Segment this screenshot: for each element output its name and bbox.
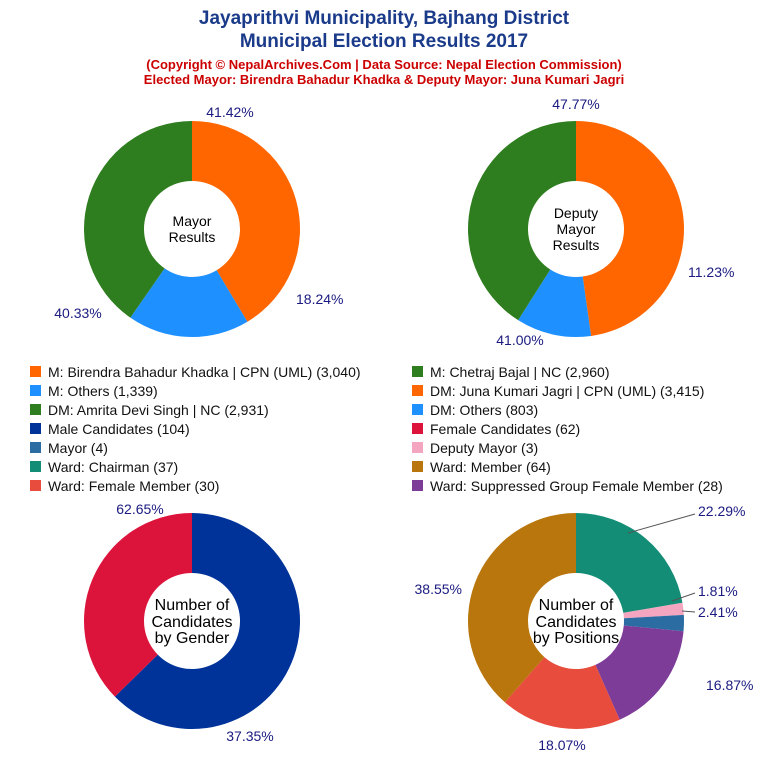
- legend-item: M: Others (1,339): [30, 382, 158, 399]
- legend-label: M: Others (1,339): [48, 382, 158, 399]
- donut-center-label: Number of: [155, 597, 230, 614]
- legend-swatch: [30, 404, 41, 415]
- donut-center-label: Results: [553, 237, 600, 253]
- copyright-note: (Copyright © NepalArchives.Com | Data So…: [146, 57, 622, 72]
- slice-percent-label: 11.23%: [688, 264, 734, 280]
- legend-item: DM: Juna Kumari Jagri | CPN (UML) (3,415…: [412, 382, 704, 399]
- pie-slice: [192, 121, 301, 322]
- chart-title-line1: Jayaprithvi Municipality, Bajhang Distri…: [198, 8, 570, 29]
- slice-percent-label: 38.55%: [415, 581, 462, 597]
- legend-item: DM: Amrita Devi Singh | NC (2,931): [30, 401, 269, 418]
- donut-center-label: Candidates: [152, 614, 233, 631]
- legend-swatch: [30, 461, 41, 472]
- legend-label: Mayor (4): [48, 439, 108, 456]
- legend-item: M: Birendra Bahadur Khadka | CPN (UML) (…: [30, 363, 361, 380]
- legend-label: DM: Amrita Devi Singh | NC (2,931): [48, 401, 269, 418]
- pie-slice: [595, 625, 684, 720]
- donut-center-label: Mayor: [173, 213, 212, 229]
- donut-center-label: by Gender: [155, 630, 230, 647]
- legend-label: Female Candidates (62): [430, 420, 581, 437]
- pie-slice: [518, 269, 592, 337]
- legend-swatch: [412, 442, 423, 453]
- slice-percent-label: 18.07%: [538, 737, 585, 753]
- donut-center-label: Candidates: [536, 614, 617, 631]
- legend-item: Ward: Female Member (30): [30, 477, 219, 494]
- legend-label: DM: Juna Kumari Jagri | CPN (UML) (3,415…: [430, 382, 705, 399]
- legend-swatch: [30, 423, 41, 434]
- legend-swatch: [412, 480, 423, 491]
- legend-swatch: [30, 480, 41, 491]
- donut-chart-4: 22.29% 1.81% 2.41% 16.87% 18.07% 38.55% Number…: [415, 503, 754, 753]
- legend-label: Ward: Female Member (30): [48, 477, 220, 494]
- pie-slice: [576, 513, 683, 613]
- legend-swatch: [412, 423, 423, 434]
- pie-slice: [83, 121, 192, 318]
- slice-percent-label: 22.29%: [698, 503, 745, 519]
- slice-percent-label: 47.77%: [552, 96, 599, 112]
- legend-item: Female Candidates (62): [412, 420, 580, 437]
- legend-label: DM: Others (803): [430, 401, 539, 418]
- legend-swatch: [30, 385, 41, 396]
- donut-center-label: Results: [169, 229, 216, 245]
- donut-center-label: Mayor: [557, 221, 596, 237]
- legend-label: M: Birendra Bahadur Khadka | CPN (UML) (…: [48, 363, 361, 380]
- leader-line: [681, 610, 696, 613]
- elected-officials-note: Elected Mayor: Birendra Bahadur Khadka &…: [143, 72, 625, 87]
- slice-percent-label: 41.00%: [496, 332, 543, 348]
- pie-slice: [114, 513, 300, 729]
- pie-slice: [84, 513, 192, 697]
- pie-slice: [504, 657, 620, 729]
- pie-slice: [623, 602, 684, 619]
- pie-slice: [576, 121, 685, 336]
- pie-slice: [468, 513, 576, 703]
- legend-item: Male Candidates (104): [30, 420, 190, 437]
- legend-item: Mayor (4): [30, 439, 108, 456]
- pie-slice: [623, 614, 684, 632]
- legend-swatch: [30, 366, 41, 377]
- legend-label: Deputy Mayor (3): [430, 439, 539, 456]
- slice-percent-label: 1.81%: [698, 583, 738, 599]
- legend-item: M: Chetraj Bajal | NC (2,960): [412, 363, 609, 380]
- donut-center-label: by Positions: [533, 630, 619, 647]
- legend-label: Male Candidates (104): [48, 420, 190, 437]
- legend-item: DM: Others (803): [412, 401, 538, 418]
- legend-label: Ward: Suppressed Group Female Member (28…: [430, 477, 723, 494]
- pie-slice: [467, 121, 576, 321]
- legend-swatch: [412, 366, 423, 377]
- slice-percent-label: 40.33%: [54, 305, 101, 321]
- legend-swatch: [30, 442, 41, 453]
- legend-swatch: [412, 385, 423, 396]
- legend-swatch: [412, 404, 423, 415]
- slice-percent-label: 41.42%: [206, 104, 253, 120]
- chart-title-line2: Municipal Election Results 2017: [239, 31, 529, 52]
- leader-line: [627, 513, 696, 534]
- legend-label: M: Chetraj Bajal | NC (2,960): [430, 363, 610, 380]
- legend-swatch: [412, 461, 423, 472]
- donut-center-label: Deputy: [554, 205, 598, 221]
- legend-item: Deputy Mayor (3): [412, 439, 538, 456]
- donut-center-label: Number of: [539, 597, 614, 614]
- leader-line: [671, 592, 696, 602]
- legend-label: Ward: Member (64): [430, 458, 551, 475]
- slice-percent-label: 62.65%: [116, 501, 163, 517]
- legend-item: Ward: Suppressed Group Female Member (28…: [412, 477, 723, 494]
- slice-percent-label: 37.35%: [226, 728, 273, 744]
- legend-label: Ward: Chairman (37): [48, 458, 179, 475]
- slice-percent-label: 16.87%: [706, 677, 753, 693]
- pie-slice: [130, 268, 248, 337]
- slice-percent-label: 2.41%: [698, 604, 738, 620]
- slice-percent-label: 18.24%: [296, 291, 343, 307]
- legend-item: Ward: Member (64): [412, 458, 551, 475]
- legend-item: Ward: Chairman (37): [30, 458, 178, 475]
